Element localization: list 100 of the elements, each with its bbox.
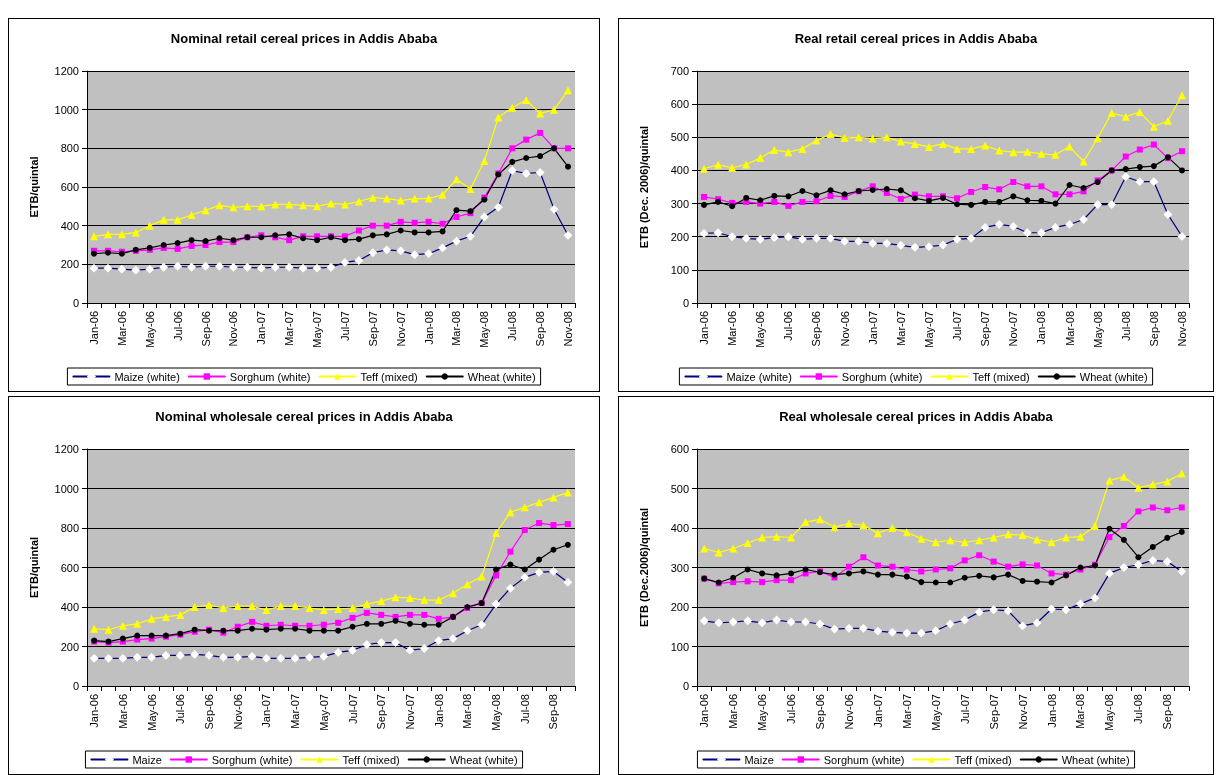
legend-label: Teff (mixed) — [360, 370, 418, 383]
x-tick-label: Jan-06 — [88, 694, 101, 728]
y-tick-label: 500 — [670, 131, 689, 144]
x-tick-label: Jul-08 — [1119, 311, 1132, 341]
legend-label: Maize — [744, 753, 774, 766]
x-tick-label: Jul-06 — [782, 311, 795, 341]
y-tick-label: 200 — [60, 258, 79, 271]
y-tick-label: 700 — [670, 65, 689, 77]
x-tick-label: Mar-07 — [289, 694, 302, 729]
x-tick-label: Jul-07 — [951, 311, 964, 341]
x-tick-label: Jan-06 — [87, 311, 100, 345]
x-tick-label: Sep-07 — [366, 311, 379, 347]
x-tick-label: Sep-06 — [199, 311, 212, 347]
y-axis-title: ETB/quintal — [27, 536, 40, 599]
y-tick-label: 1200 — [54, 65, 79, 77]
x-tick-label: Jan-07 — [866, 311, 879, 345]
y-tick-label: 600 — [60, 561, 79, 574]
x-tick-label: May-07 — [317, 694, 330, 731]
x-tick-label: Jan-08 — [1045, 694, 1058, 728]
x-tick-label: Nov-06 — [231, 694, 244, 730]
y-tick-label: 400 — [60, 601, 79, 613]
x-tick-label: Jul-07 — [338, 311, 351, 341]
x-tick-label: Nov-07 — [1007, 311, 1020, 347]
x-tick-label: Jan-07 — [260, 694, 273, 728]
legend-label: Teff (mixed) — [972, 370, 1030, 383]
x-tick-label: Nov-07 — [394, 311, 407, 347]
y-tick-label: 100 — [670, 263, 689, 276]
x-tick-label: Jan-07 — [871, 694, 884, 728]
x-tick-label: Jan-07 — [255, 311, 268, 345]
x-tick-label: Jan-08 — [1035, 311, 1048, 345]
legend-label: Teff (mixed) — [342, 753, 400, 766]
x-tick-label: May-08 — [1103, 694, 1116, 731]
y-tick-label: 500 — [670, 482, 689, 495]
y-tick-label: 200 — [670, 230, 689, 243]
x-tick-label: Sep-07 — [375, 694, 388, 730]
x-tick-label: Sep-06 — [810, 311, 823, 347]
y-tick-label: 0 — [682, 680, 689, 692]
x-tick-label: Jul-08 — [506, 311, 519, 341]
x-tick-label: Jul-06 — [171, 311, 184, 341]
x-tick-label: Sep-07 — [979, 311, 992, 347]
y-tick-label: 100 — [670, 640, 689, 653]
x-tick-label: Jul-08 — [1132, 694, 1145, 724]
chart-title: Real retail cereal prices in Addis Ababa — [794, 31, 1039, 46]
x-tick-label: Jul-06 — [174, 694, 187, 724]
y-tick-label: 1200 — [54, 443, 79, 455]
y-tick-label: 400 — [60, 219, 79, 232]
legend-label: Maize — [132, 753, 162, 766]
x-tick-label: Nov-07 — [1016, 694, 1029, 730]
x-tick-label: Sep-08 — [547, 694, 560, 730]
y-tick-label: 200 — [670, 601, 689, 613]
y-tick-label: 200 — [60, 640, 79, 653]
y-tick-label: 800 — [60, 142, 79, 155]
x-tick-label: Nov-08 — [1175, 311, 1188, 347]
x-tick-label: Nov-08 — [562, 311, 575, 347]
x-tick-label: May-06 — [145, 694, 158, 731]
y-tick-label: 300 — [670, 197, 689, 210]
x-tick-label: Jul-07 — [346, 694, 359, 724]
x-tick-label: Jan-06 — [698, 311, 711, 345]
y-tick-label: 600 — [670, 443, 689, 455]
legend-label: Teff (mixed) — [954, 753, 1012, 766]
y-tick-label: 400 — [670, 522, 689, 534]
y-axis-title: ETB (Dec.2006)/quintal — [637, 507, 650, 628]
legend-label: Maize (white) — [726, 370, 792, 383]
x-tick-label: Mar-08 — [450, 311, 463, 346]
x-tick-label: May-07 — [311, 311, 324, 348]
y-axis-title: ETB/quintal — [27, 156, 40, 218]
legend-label: Wheat (white) — [1061, 753, 1130, 766]
y-tick-label: 1000 — [54, 103, 79, 116]
x-tick-label: May-06 — [754, 311, 767, 348]
x-tick-label: May-08 — [478, 311, 491, 348]
legend-label: Sorghum (white) — [823, 753, 905, 766]
y-tick-label: 300 — [670, 561, 689, 574]
x-tick-label: May-07 — [929, 694, 942, 731]
x-tick-label: Mar-06 — [726, 311, 739, 346]
x-tick-label: Nov-06 — [842, 694, 855, 730]
y-tick-label: 0 — [682, 297, 689, 309]
legend-label: Wheat (white) — [449, 753, 518, 766]
x-tick-label: Jul-07 — [958, 694, 971, 724]
x-tick-label: Sep-07 — [987, 694, 1000, 730]
x-tick-label: Nov-06 — [838, 311, 851, 347]
x-tick-label: Jul-08 — [518, 694, 531, 724]
y-axis-title: ETB (Dec. 2006)/quintal — [637, 125, 650, 249]
x-tick-label: Mar-06 — [115, 311, 128, 346]
legend-label: Sorghum (white) — [211, 753, 293, 766]
x-tick-label: Sep-08 — [534, 311, 547, 347]
legend-label: Sorghum (white) — [841, 370, 923, 383]
legend-label: Maize (white) — [114, 370, 180, 383]
x-tick-label: Mar-07 — [900, 694, 913, 729]
x-tick-label: Mar-07 — [283, 311, 296, 346]
x-tick-label: Mar-08 — [461, 694, 474, 729]
chart-title: Real wholesale cereal prices in Addis Ababa — [779, 409, 1054, 424]
x-tick-label: Nov-06 — [227, 311, 240, 347]
chart-title: Nominal retail cereal prices in Addis Ababa — [170, 31, 438, 46]
x-tick-label: Nov-07 — [403, 694, 416, 730]
x-tick-label: Mar-06 — [116, 694, 129, 729]
x-tick-label: Sep-06 — [203, 694, 215, 730]
legend-label: Wheat (white) — [1079, 370, 1148, 383]
x-tick-label: Sep-08 — [1161, 694, 1174, 730]
y-tick-label: 0 — [72, 680, 79, 692]
x-tick-label: Mar-08 — [1074, 694, 1087, 729]
